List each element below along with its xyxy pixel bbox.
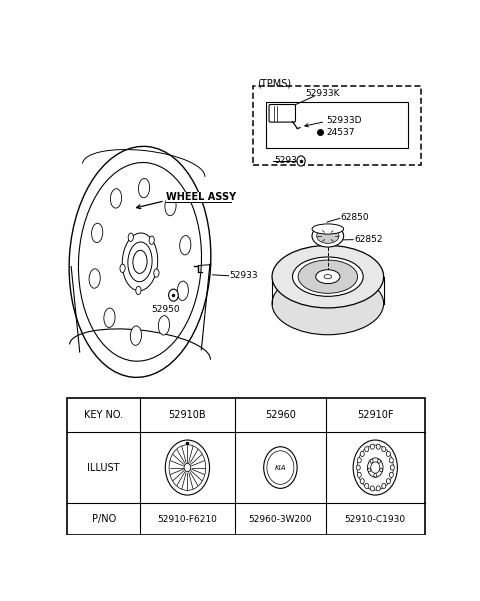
- Circle shape: [168, 289, 178, 301]
- Ellipse shape: [120, 264, 125, 272]
- Ellipse shape: [138, 178, 150, 198]
- Ellipse shape: [180, 236, 191, 255]
- Ellipse shape: [357, 472, 361, 477]
- Ellipse shape: [368, 468, 371, 472]
- Ellipse shape: [128, 242, 152, 282]
- Ellipse shape: [92, 223, 103, 243]
- Ellipse shape: [357, 445, 394, 490]
- Ellipse shape: [360, 478, 364, 484]
- Ellipse shape: [272, 245, 384, 308]
- Ellipse shape: [376, 444, 380, 449]
- Ellipse shape: [133, 250, 147, 273]
- Text: 62852: 62852: [354, 235, 383, 244]
- Ellipse shape: [324, 275, 332, 279]
- Ellipse shape: [110, 189, 121, 208]
- Ellipse shape: [370, 459, 373, 463]
- Ellipse shape: [136, 286, 141, 294]
- Ellipse shape: [389, 458, 393, 463]
- Ellipse shape: [264, 447, 297, 489]
- Ellipse shape: [370, 444, 374, 449]
- Ellipse shape: [389, 472, 393, 477]
- Ellipse shape: [272, 272, 384, 335]
- Text: 52934: 52934: [274, 156, 302, 165]
- Ellipse shape: [184, 463, 191, 472]
- Ellipse shape: [177, 281, 188, 300]
- Text: 52910F: 52910F: [357, 410, 394, 420]
- Ellipse shape: [292, 257, 363, 296]
- Ellipse shape: [386, 451, 390, 457]
- Ellipse shape: [370, 486, 374, 491]
- Ellipse shape: [312, 225, 344, 247]
- Ellipse shape: [382, 447, 386, 452]
- Ellipse shape: [356, 465, 360, 470]
- Text: KEY NO.: KEY NO.: [84, 410, 123, 420]
- Text: P/NO: P/NO: [92, 514, 116, 524]
- Text: 52910-F6210: 52910-F6210: [157, 514, 217, 523]
- Ellipse shape: [122, 233, 158, 291]
- Text: 52933K: 52933K: [305, 90, 340, 99]
- Ellipse shape: [386, 478, 390, 484]
- Ellipse shape: [360, 451, 364, 457]
- Text: 52950: 52950: [152, 305, 180, 314]
- Ellipse shape: [365, 447, 369, 452]
- Ellipse shape: [104, 308, 115, 328]
- Text: ILLUST: ILLUST: [87, 463, 120, 472]
- Ellipse shape: [380, 468, 383, 472]
- Ellipse shape: [69, 147, 211, 377]
- Polygon shape: [321, 235, 332, 243]
- Bar: [67, 398, 424, 535]
- Text: (TPMS): (TPMS): [257, 78, 291, 88]
- Ellipse shape: [89, 269, 100, 288]
- Ellipse shape: [382, 483, 386, 489]
- Ellipse shape: [390, 465, 395, 470]
- Ellipse shape: [371, 462, 380, 473]
- Ellipse shape: [376, 486, 380, 491]
- Text: 24537: 24537: [326, 128, 354, 137]
- Text: 52910B: 52910B: [168, 410, 206, 420]
- Ellipse shape: [357, 458, 361, 463]
- Ellipse shape: [368, 458, 383, 477]
- Text: 52910-C1930: 52910-C1930: [345, 514, 406, 523]
- Ellipse shape: [365, 483, 369, 489]
- Ellipse shape: [267, 451, 294, 484]
- Circle shape: [297, 156, 305, 166]
- Ellipse shape: [298, 260, 358, 293]
- Ellipse shape: [128, 233, 133, 242]
- Ellipse shape: [374, 474, 377, 477]
- Ellipse shape: [312, 224, 344, 234]
- Ellipse shape: [165, 197, 176, 216]
- Text: WHEEL ASSY: WHEEL ASSY: [166, 192, 236, 202]
- Text: 62850: 62850: [341, 213, 370, 222]
- Ellipse shape: [317, 228, 339, 243]
- Ellipse shape: [154, 269, 159, 277]
- Ellipse shape: [165, 440, 210, 495]
- Ellipse shape: [316, 270, 340, 284]
- FancyBboxPatch shape: [269, 105, 296, 122]
- Text: 52960-3W200: 52960-3W200: [249, 514, 312, 523]
- Ellipse shape: [78, 162, 202, 361]
- Ellipse shape: [149, 236, 154, 245]
- Text: 52933: 52933: [229, 271, 258, 280]
- Ellipse shape: [353, 440, 397, 495]
- Ellipse shape: [377, 459, 381, 463]
- Ellipse shape: [169, 445, 206, 490]
- Text: KIA: KIA: [275, 465, 286, 471]
- Ellipse shape: [158, 316, 169, 335]
- Text: 52933D: 52933D: [326, 116, 361, 125]
- Text: 52960: 52960: [265, 410, 296, 420]
- Ellipse shape: [131, 326, 142, 346]
